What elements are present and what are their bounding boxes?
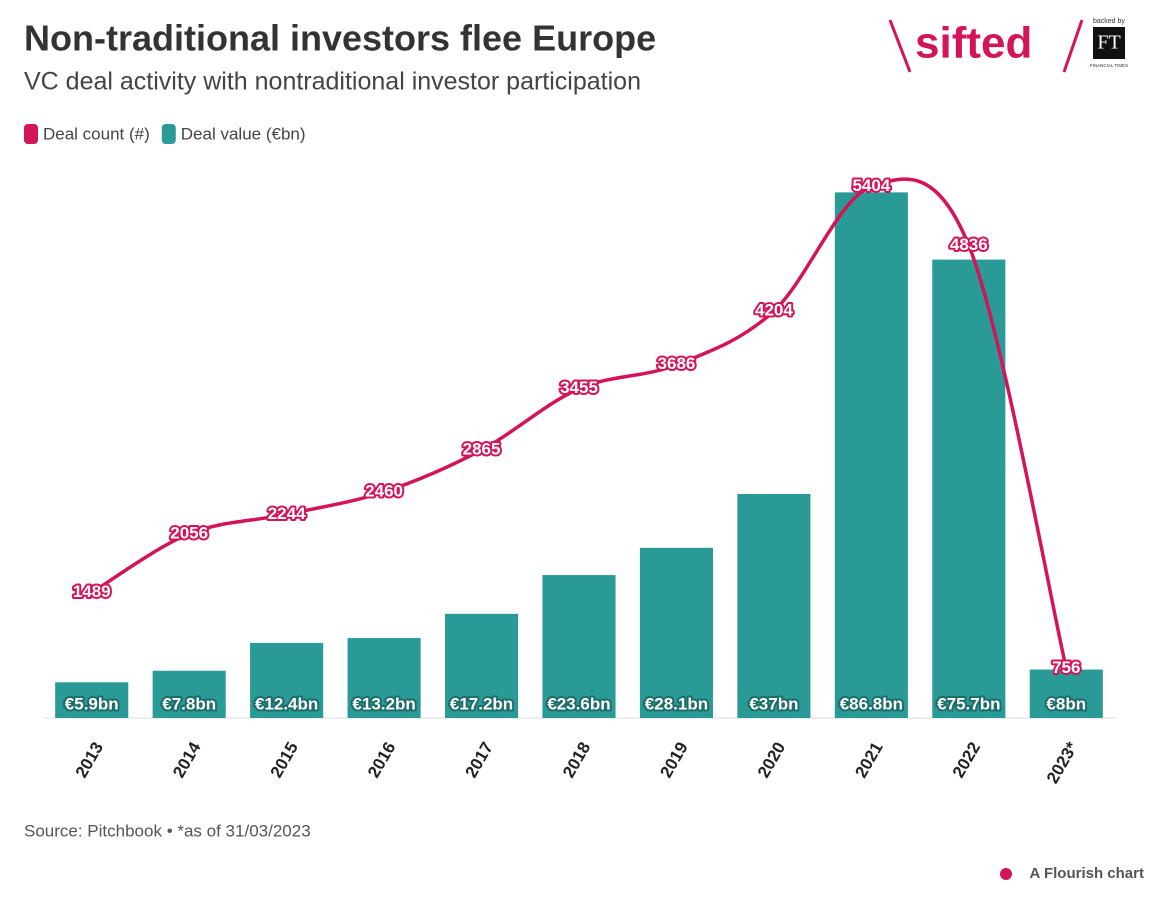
- bar-value-label: €5.9bn: [65, 694, 119, 713]
- line-value-label: 2056: [170, 523, 208, 542]
- logo-slash: [1062, 19, 1084, 73]
- x-tick-label: 2014: [169, 738, 205, 781]
- line-value-label: 4836: [950, 235, 988, 254]
- bar-value-label: €28.1bn: [645, 694, 708, 713]
- logo-backed: backed by: [1093, 18, 1125, 25]
- x-tick-label: 2013: [72, 739, 107, 781]
- x-tick-label: 2015: [267, 739, 302, 781]
- x-tick-label: 2023*: [1043, 738, 1082, 786]
- line-value-label: 5404: [852, 176, 890, 195]
- ft-box: [1093, 27, 1125, 59]
- bar-value-label: €86.8bn: [840, 694, 903, 713]
- bar: [347, 638, 421, 718]
- line-value-label: 3686: [658, 354, 696, 373]
- ft-text: FT: [1097, 32, 1120, 54]
- x-tick-label: 2022: [949, 739, 984, 781]
- line-value-label: 3455: [560, 378, 598, 397]
- bar-value-label: €8bn: [1046, 694, 1086, 713]
- bar: [639, 547, 713, 718]
- bar: [834, 192, 908, 718]
- bar-value-label: €23.6bn: [547, 694, 610, 713]
- x-tick-label: 2021: [851, 739, 886, 781]
- bar-value-label: €17.2bn: [450, 694, 513, 713]
- line-value-label: 2865: [463, 439, 501, 458]
- x-tick-label: 2020: [754, 739, 789, 781]
- x-tick-label: 2019: [656, 739, 691, 781]
- bar: [737, 493, 811, 718]
- line-value-label: 756: [1052, 658, 1080, 677]
- bar-value-label: €12.4bn: [255, 694, 318, 713]
- line-value-label: 4204: [755, 301, 793, 320]
- bar: [250, 642, 324, 718]
- line-value-label: 2244: [268, 504, 306, 523]
- chart-title: Non-traditional investors flee Europe: [24, 18, 656, 59]
- legend-label: Deal value (€bn): [181, 124, 306, 143]
- x-tick-label: 2018: [559, 739, 594, 781]
- logo: sifted backed by FT FINANCIAL TIMES: [888, 18, 1128, 73]
- x-tick-label: 2017: [462, 739, 497, 781]
- bar-value-label: €7.8bn: [162, 694, 216, 713]
- flourish-icon: [1000, 868, 1012, 880]
- source: Source: Pitchbook • *as of 31/03/2023: [24, 821, 311, 840]
- line-value-label: 1489: [73, 582, 111, 601]
- legend-swatch: [24, 124, 38, 144]
- credit: A Flourish chart: [1030, 865, 1144, 882]
- bar-value-label: €13.2bn: [352, 694, 415, 713]
- line: [90, 177, 1068, 670]
- legend-label: Deal count (#): [43, 124, 150, 143]
- line-value-label: 2460: [365, 481, 403, 500]
- bar: [542, 575, 616, 718]
- bar-value-label: €75.7bn: [937, 694, 1000, 713]
- bar: [932, 259, 1006, 718]
- ft-name: FINANCIAL TIMES: [1090, 63, 1128, 68]
- logo-slash: [888, 19, 912, 73]
- bar: [1029, 669, 1103, 718]
- bar: [445, 613, 519, 718]
- bar-value-label: €37bn: [749, 694, 798, 713]
- chart-subtitle: VC deal activity with nontraditional inv…: [24, 68, 641, 96]
- bar: [152, 670, 226, 718]
- bar: [55, 682, 129, 718]
- x-tick-label: 2016: [364, 739, 399, 781]
- logo-text: sifted: [915, 19, 1032, 68]
- legend-swatch: [161, 124, 176, 144]
